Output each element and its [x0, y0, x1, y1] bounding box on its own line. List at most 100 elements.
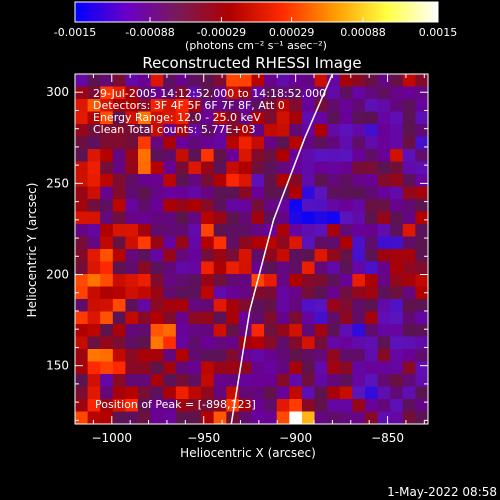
heatmap-cell — [377, 386, 391, 400]
heatmap-cell — [251, 74, 265, 88]
heatmap-cell — [112, 274, 127, 288]
heatmap-cell — [87, 374, 101, 388]
heatmap-cell — [339, 124, 353, 138]
heatmap-cell — [201, 199, 215, 213]
heatmap-cell — [289, 174, 303, 188]
heatmap-cell — [339, 211, 353, 225]
heatmap-cell — [364, 186, 379, 200]
heatmap-cell — [402, 74, 416, 88]
heatmap-cell — [339, 386, 353, 400]
heatmap-cell — [352, 149, 366, 163]
heatmap-cell — [188, 399, 202, 413]
heatmap-cell — [138, 361, 152, 375]
heatmap-cell — [352, 224, 366, 238]
heatmap-cell — [264, 74, 278, 88]
heatmap-cell — [75, 324, 89, 338]
y-tick-label: 250 — [46, 176, 69, 190]
heatmap-cell — [188, 74, 202, 88]
heatmap-cell — [201, 236, 215, 250]
heatmap-cell — [390, 399, 404, 413]
heatmap-cell — [213, 386, 227, 400]
heatmap-cell — [264, 374, 278, 388]
heatmap-cell — [226, 211, 240, 225]
heatmap-cell — [112, 311, 127, 325]
heatmap-cell — [188, 411, 202, 424]
heatmap-cell — [87, 261, 101, 275]
heatmap-cell — [125, 411, 139, 424]
heatmap-cell — [163, 249, 177, 263]
heatmap-cell — [364, 161, 379, 175]
heatmap-cell — [125, 274, 139, 288]
heatmap-cell — [138, 161, 152, 175]
heatmap-cell — [238, 386, 253, 400]
peak-position-label: Position of Peak = [-898,123] — [95, 398, 256, 411]
heatmap-cell — [213, 236, 227, 250]
heatmap-cell — [402, 349, 416, 363]
heatmap-cell — [163, 199, 177, 213]
heatmap-cell — [112, 349, 127, 363]
heatmap-cell — [251, 136, 265, 150]
heatmap-cell — [264, 286, 278, 300]
heatmap-cell — [100, 199, 114, 213]
heatmap-cell — [352, 261, 366, 275]
heatmap-cell — [112, 286, 127, 300]
heatmap-cell — [213, 174, 227, 188]
heatmap-cell — [301, 374, 316, 388]
heatmap-cell — [175, 161, 190, 175]
heatmap-cell — [213, 261, 227, 275]
heatmap-cell — [301, 236, 316, 250]
heatmap-cell — [402, 336, 416, 350]
heatmap-cell — [112, 236, 127, 250]
heatmap-cell — [276, 274, 290, 288]
heatmap-cell — [377, 249, 391, 263]
heatmap-cell — [301, 299, 316, 313]
heatmap-cell — [226, 336, 240, 350]
heatmap-cell — [125, 136, 139, 150]
heatmap-cell — [138, 286, 152, 300]
chart-title: Reconstructed RHESSI Image — [142, 54, 361, 72]
heatmap-cell — [213, 211, 227, 225]
heatmap-cell — [188, 99, 202, 113]
heatmap-cell — [163, 224, 177, 238]
heatmap-cell — [226, 299, 240, 313]
heatmap-cell — [238, 261, 253, 275]
heatmap-cell — [188, 324, 202, 338]
heatmap-cell — [226, 186, 240, 200]
heatmap-cell — [112, 386, 127, 400]
heatmap-cell — [100, 324, 114, 338]
heatmap-cell — [125, 211, 139, 225]
heatmap-cell — [314, 299, 328, 313]
heatmap-cell — [188, 386, 202, 400]
x-axis-ticks: −1000 −950 −900 −850 — [91, 74, 425, 445]
heatmap-cell — [289, 124, 303, 138]
heatmap-cell — [327, 274, 341, 288]
heatmap-cell — [415, 99, 428, 113]
heatmap-cell — [238, 74, 253, 88]
footer-date: 1-May-2022 08:58 — [387, 485, 497, 499]
heatmap-cell — [327, 124, 341, 138]
heatmap-cell — [150, 124, 164, 138]
heatmap-cell — [289, 299, 303, 313]
heatmap-cell — [175, 124, 190, 138]
heatmap-cell — [390, 186, 404, 200]
heatmap-cell — [201, 361, 215, 375]
heatmap-cell — [264, 174, 278, 188]
heatmap-cell — [364, 349, 379, 363]
heatmap-cell — [238, 136, 253, 150]
heatmap-cell — [327, 386, 341, 400]
heatmap-cell — [251, 361, 265, 375]
heatmap-cell — [75, 136, 89, 150]
heatmap-cell — [402, 386, 416, 400]
heatmap-cell — [163, 261, 177, 275]
heatmap-cell — [251, 111, 265, 125]
heatmap-cell — [251, 86, 265, 100]
heatmap-cell — [301, 399, 316, 413]
heatmap-cell — [314, 324, 328, 338]
heatmap-cell — [138, 99, 152, 113]
heatmap-cell — [201, 274, 215, 288]
heatmap-cell — [213, 111, 227, 125]
heatmap-cell — [112, 186, 127, 200]
heatmap-cell — [415, 286, 428, 300]
heatmap-cell — [163, 136, 177, 150]
heatmap-cell — [327, 211, 341, 225]
